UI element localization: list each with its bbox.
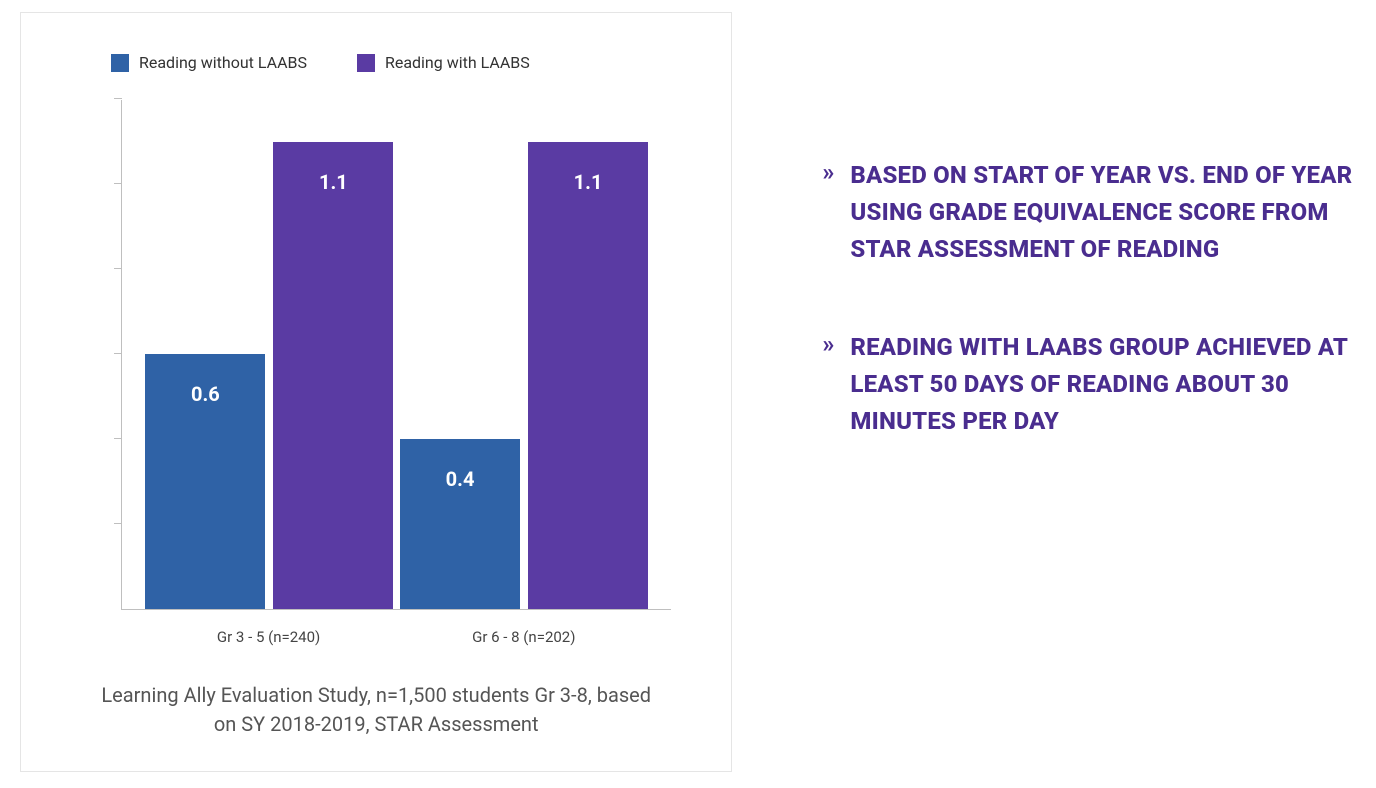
chart-xaxis: Gr 3 - 5 (n=240) Gr 6 - 8 (n=202)	[121, 610, 671, 646]
yaxis-tick	[114, 183, 122, 184]
bar-value-label: 1.1	[273, 170, 393, 194]
bar-value-label: 0.6	[145, 382, 265, 406]
chart-caption: Learning Ally Evaluation Study, n=1,500 …	[61, 681, 691, 739]
legend-label-with: Reading with LAABS	[385, 53, 530, 72]
bullet-text-0: BASED ON START OF YEAR VS. END OF YEAR U…	[850, 157, 1356, 269]
chart-panel: Reading without LAABS Reading with LAABS…	[20, 12, 732, 772]
yaxis-tick	[114, 353, 122, 354]
yaxis-tick	[114, 523, 122, 524]
yaxis-tick	[114, 98, 122, 99]
xaxis-label-0: Gr 3 - 5 (n=240)	[145, 628, 393, 646]
chevron-right-icon: »	[822, 157, 832, 269]
bar-group-1: 0.4 1.1	[400, 142, 648, 610]
yaxis-tick	[114, 438, 122, 439]
chart-plot-area: 0.6 1.1 0.4 1.1	[121, 100, 671, 610]
bullet-text-1: READING WITH LAABS GROUP ACHIEVED AT LEA…	[850, 329, 1356, 441]
bar: 0.6	[145, 354, 265, 609]
legend-item-without: Reading without LAABS	[111, 53, 307, 72]
bar: 1.1	[528, 142, 648, 610]
chevron-right-icon: »	[822, 329, 832, 441]
bullet-item-0: » BASED ON START OF YEAR VS. END OF YEAR…	[822, 157, 1356, 269]
bar-group-0: 0.6 1.1	[145, 142, 393, 610]
legend-swatch-with	[357, 54, 375, 72]
legend-item-with: Reading with LAABS	[357, 53, 530, 72]
xaxis-label-1: Gr 6 - 8 (n=202)	[400, 628, 648, 646]
bullet-list: » BASED ON START OF YEAR VS. END OF YEAR…	[822, 157, 1356, 500]
bar-value-label: 1.1	[528, 170, 648, 194]
bar: 0.4	[400, 439, 520, 609]
bullet-item-1: » READING WITH LAABS GROUP ACHIEVED AT L…	[822, 329, 1356, 441]
legend-label-without: Reading without LAABS	[139, 53, 307, 72]
yaxis-tick	[114, 268, 122, 269]
chart-legend: Reading without LAABS Reading with LAABS	[111, 53, 691, 72]
legend-swatch-without	[111, 54, 129, 72]
bar-value-label: 0.4	[400, 467, 520, 491]
bar: 1.1	[273, 142, 393, 610]
